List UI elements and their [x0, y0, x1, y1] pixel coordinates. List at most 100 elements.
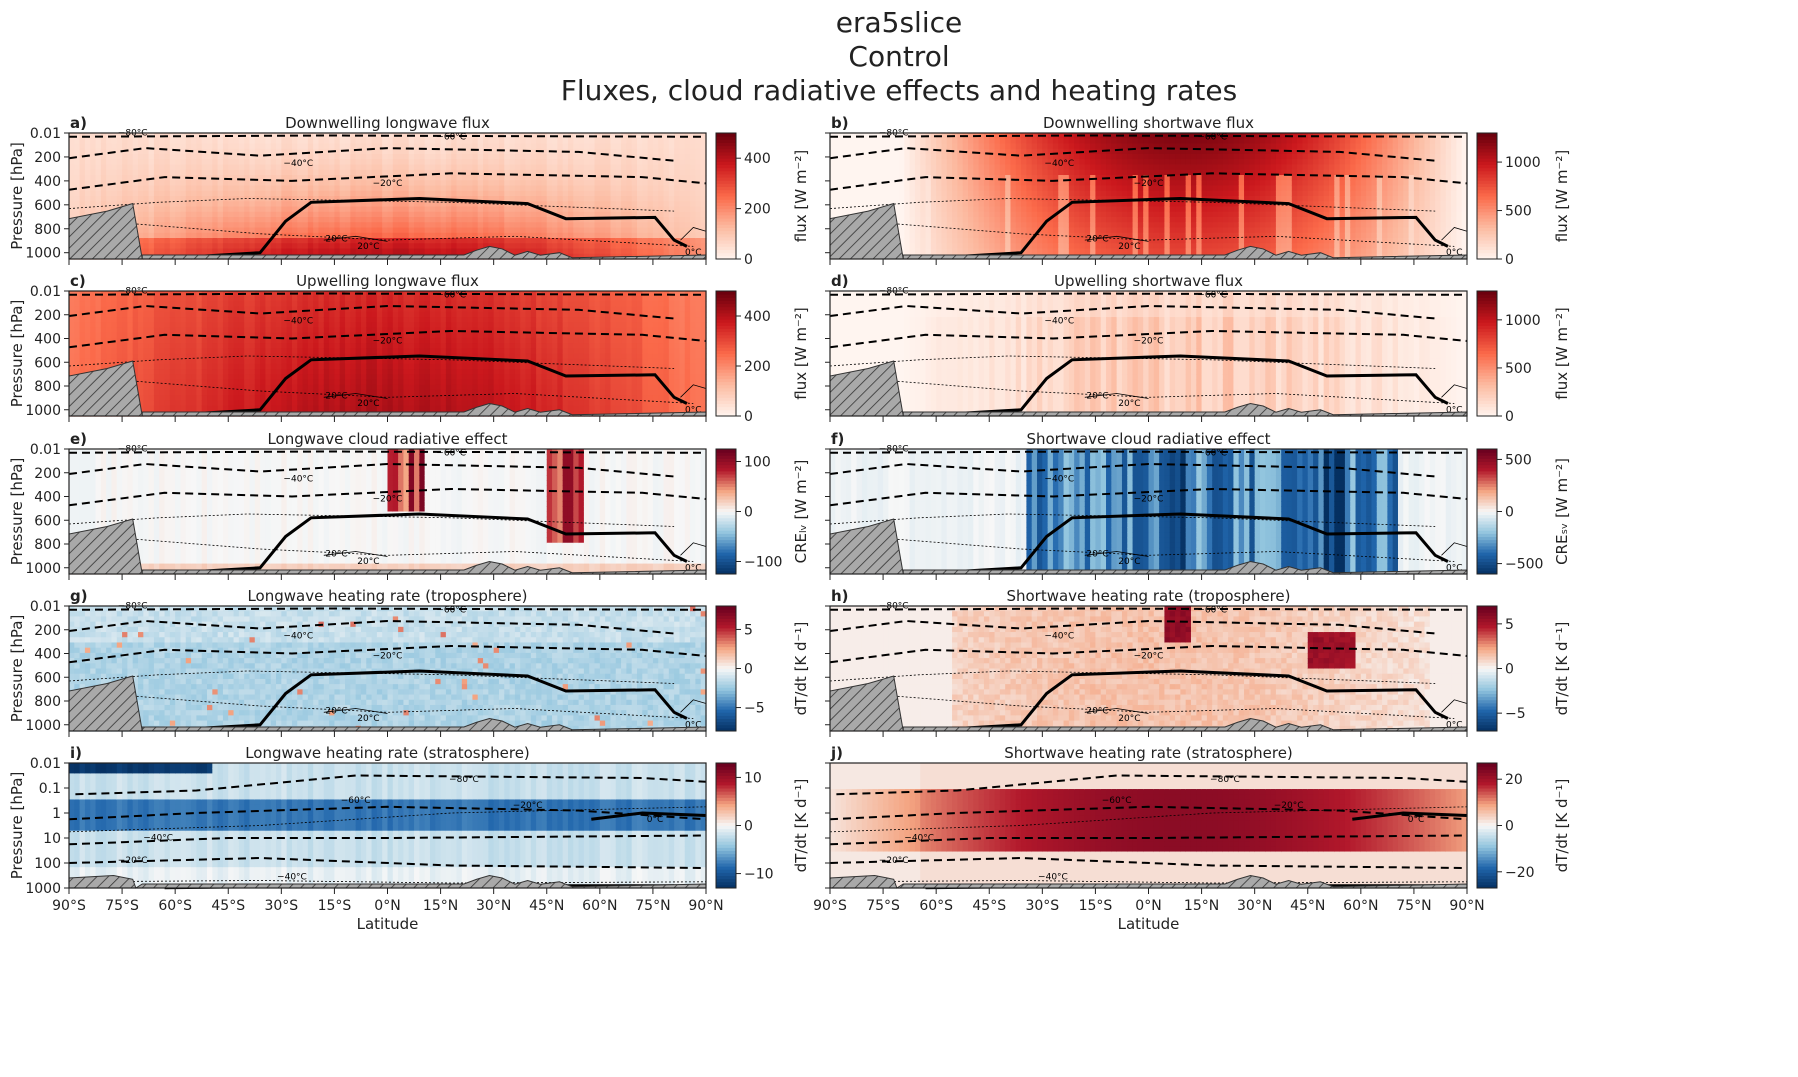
- heatmap-cell: [1015, 232, 1022, 239]
- heatmap-cell: [329, 248, 336, 255]
- heatmap-cell: [286, 133, 293, 139]
- colorbar-cell: [716, 214, 736, 219]
- heatmap-cell: [1143, 169, 1150, 176]
- heatmap-cell: [999, 190, 1006, 197]
- heatmap-cell: [930, 154, 937, 160]
- heatmap-cell: [238, 238, 245, 244]
- heatmap-cell: [851, 143, 858, 150]
- heatmap-cell: [989, 190, 996, 197]
- heatmap-cell: [899, 159, 905, 166]
- heatmap-cell: [1244, 159, 1250, 166]
- heatmap-cell: [1265, 138, 1272, 145]
- heatmap-cell: [930, 238, 937, 244]
- heatmap-cell: [451, 217, 458, 223]
- heatmap-cell: [1005, 206, 1012, 213]
- heatmap-cell: [350, 232, 357, 239]
- heatmap-cell: [893, 143, 900, 150]
- heatmap-cell: [621, 180, 627, 187]
- heatmap-cell: [488, 185, 495, 192]
- heatmap-cell: [207, 180, 213, 187]
- heatmap-cell: [962, 138, 969, 145]
- heatmap-cell: [403, 201, 410, 208]
- heatmap-cell: [684, 159, 691, 166]
- heatmap-cell: [668, 180, 675, 187]
- heatmap-cell: [583, 227, 590, 234]
- heatmap-cell: [1090, 222, 1097, 229]
- heatmap-cell: [414, 232, 420, 239]
- heatmap-cell: [520, 190, 527, 197]
- heatmap-cell: [1228, 185, 1235, 192]
- heatmap-cell: [1180, 180, 1187, 187]
- heatmap-cell: [217, 164, 224, 171]
- heatmap-cell: [514, 227, 521, 234]
- heatmap-cell: [883, 138, 889, 145]
- heatmap-cell: [196, 169, 203, 176]
- heatmap-cell: [164, 169, 171, 176]
- heatmap-cell: [968, 222, 974, 229]
- isotherm-line: [196, 196, 688, 258]
- heatmap-cell: [350, 154, 357, 160]
- heatmap-cell: [1116, 159, 1123, 166]
- heatmap-cell: [90, 180, 97, 187]
- heatmap-cell: [856, 164, 863, 171]
- heatmap-cell: [946, 143, 953, 150]
- heatmap-cell: [1233, 148, 1240, 155]
- heatmap-cell: [541, 211, 548, 218]
- heatmap-cell: [217, 180, 224, 187]
- heatmap-cell: [589, 222, 596, 229]
- heatmap-cell: [350, 148, 357, 155]
- heatmap-cell: [318, 138, 325, 145]
- heatmap-cell: [695, 211, 702, 218]
- heatmap-cell: [1052, 232, 1059, 239]
- heatmap-cell: [674, 138, 681, 145]
- heatmap-cell: [408, 206, 415, 213]
- heatmap-cell: [1222, 159, 1229, 166]
- heatmap-cell: [658, 138, 665, 145]
- heatmap-cell: [514, 243, 521, 250]
- heatmap-cell: [1153, 238, 1160, 244]
- heatmap-cell: [968, 133, 974, 139]
- heatmap-cell: [419, 248, 426, 255]
- heatmap-cell: [79, 143, 86, 150]
- heatmap-cell: [1106, 201, 1112, 208]
- heatmap-cell: [1042, 217, 1049, 223]
- heatmap-cell: [589, 143, 596, 150]
- heatmap-cell: [1052, 196, 1059, 202]
- heatmap-cell: [1196, 159, 1203, 166]
- heatmap-cell: [1233, 211, 1240, 218]
- heatmap-cell: [867, 185, 874, 192]
- heatmap-cell: [159, 196, 166, 202]
- heatmap-cell: [589, 169, 596, 176]
- heatmap-cell: [962, 243, 969, 250]
- heatmap-cell: [1259, 238, 1266, 244]
- heatmap-cell: [1068, 175, 1075, 181]
- heatmap-cell: [1217, 217, 1224, 223]
- heatmap-cell: [1201, 201, 1208, 208]
- heatmap-cell: [1116, 138, 1123, 145]
- heatmap-cell: [621, 238, 627, 244]
- heatmap-cell: [621, 227, 627, 234]
- heatmap-cell: [1010, 227, 1017, 234]
- heatmap-cell: [1063, 190, 1070, 197]
- heatmap-cell: [1127, 227, 1134, 234]
- heatmap-cell: [541, 227, 548, 234]
- heatmap-cell: [845, 190, 852, 197]
- heatmap-cell: [1137, 148, 1144, 155]
- heatmap-cell: [1021, 201, 1028, 208]
- heatmap-cell: [451, 148, 458, 155]
- heatmap-cell: [1005, 238, 1012, 244]
- y-tick-label: 0.01: [30, 126, 61, 142]
- colorbar-cell: [716, 255, 736, 260]
- heatmap-cell: [605, 169, 612, 176]
- heatmap-cell: [968, 175, 974, 181]
- heatmap-cell: [1074, 211, 1081, 218]
- colorbar-cell: [716, 145, 736, 150]
- heatmap-cell: [1042, 143, 1049, 150]
- heatmap-cell: [925, 222, 932, 229]
- heatmap-cell: [536, 143, 543, 150]
- heatmap-cell: [1238, 232, 1245, 239]
- heatmap-cell: [1132, 217, 1139, 223]
- heatmap-cell: [424, 206, 431, 213]
- heatmap-cell: [100, 133, 107, 139]
- heatmap-cell: [941, 154, 948, 160]
